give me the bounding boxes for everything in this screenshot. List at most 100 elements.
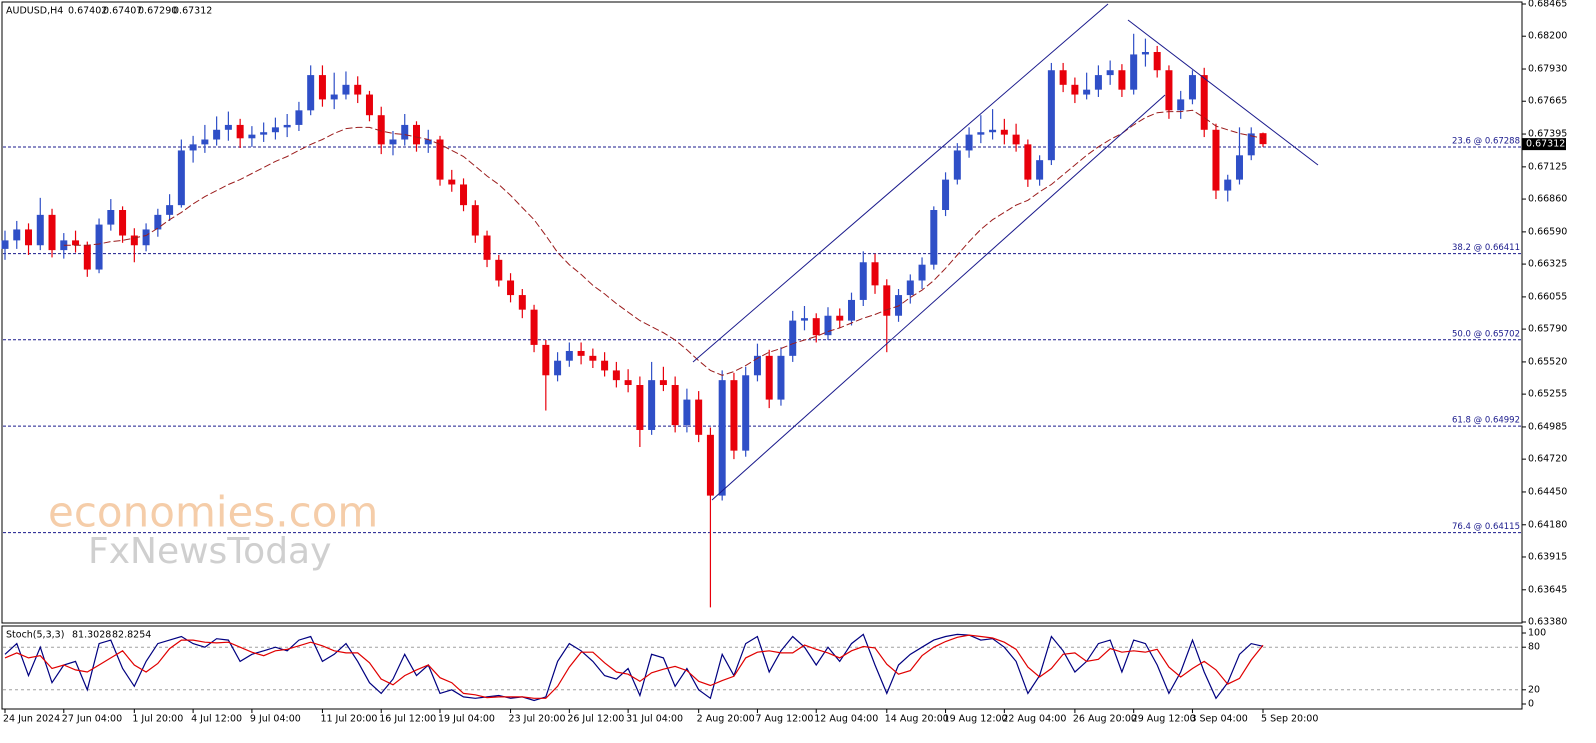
candle-body bbox=[930, 210, 938, 265]
candle-body bbox=[107, 210, 115, 225]
y-tick-label: 0 bbox=[1528, 699, 1534, 710]
candle-body bbox=[989, 129, 997, 133]
candle-body bbox=[260, 132, 268, 135]
x-tick-label: 14 Aug 20:00 bbox=[885, 714, 949, 725]
y-tick-label: 0.66590 bbox=[1528, 226, 1567, 237]
candle-body bbox=[1071, 84, 1079, 95]
stoch-panel bbox=[1, 625, 1523, 710]
y-tick-label: 0.67125 bbox=[1528, 161, 1567, 172]
x-tick-label: 3 Sep 04:00 bbox=[1190, 714, 1247, 725]
candle-body bbox=[271, 127, 279, 133]
candle-body bbox=[765, 355, 773, 400]
candle-body bbox=[330, 94, 338, 100]
stoch-line bbox=[4, 634, 1264, 699]
candle-body bbox=[36, 214, 44, 246]
price-box bbox=[1522, 138, 1566, 151]
candle-body bbox=[295, 110, 303, 125]
channel-lower bbox=[711, 94, 1166, 501]
candle-body bbox=[1235, 155, 1243, 180]
watermark: economies.com FxNewsToday bbox=[48, 488, 378, 573]
candle-body bbox=[365, 94, 373, 116]
candle-body bbox=[60, 240, 68, 251]
y-tick-label: 0.65790 bbox=[1528, 324, 1567, 335]
candle-body bbox=[507, 280, 515, 296]
x-tick-label: 22 Aug 04:00 bbox=[1002, 714, 1066, 725]
x-tick-label: 19 Jul 04:00 bbox=[438, 714, 495, 725]
candle-body bbox=[1059, 70, 1067, 85]
watermark-brand: economies.com bbox=[48, 488, 378, 537]
candle-body bbox=[1094, 75, 1102, 90]
candle-body bbox=[189, 144, 197, 151]
y-tick-label: 0.65520 bbox=[1528, 356, 1567, 367]
candle-body bbox=[824, 315, 832, 336]
x-tick-label: 26 Jul 12:00 bbox=[567, 714, 624, 725]
fib-label: 50.0 @ 0.65702 bbox=[1452, 329, 1520, 339]
candle-body bbox=[836, 315, 844, 321]
candle-body bbox=[942, 179, 950, 210]
x-tick-label: 24 Jun 2024 bbox=[3, 714, 60, 725]
candle-body bbox=[542, 344, 550, 376]
y-tick-label: 0.64180 bbox=[1528, 519, 1567, 530]
candle-body bbox=[401, 124, 409, 140]
x-tick-label: 31 Jul 04:00 bbox=[626, 714, 683, 725]
candle-body bbox=[1, 240, 9, 249]
candle-body bbox=[318, 75, 326, 100]
candle-body bbox=[1212, 129, 1220, 191]
candle-body bbox=[1106, 70, 1114, 76]
candle-body bbox=[236, 124, 244, 139]
candle-body bbox=[342, 84, 350, 95]
candle-body bbox=[130, 235, 138, 246]
x-tick-label: 12 Aug 04:00 bbox=[814, 714, 878, 725]
candle-body bbox=[1083, 89, 1091, 95]
candle-body bbox=[1130, 54, 1138, 90]
candle-body bbox=[1165, 70, 1173, 111]
y-tick-label: 0.63915 bbox=[1528, 551, 1567, 562]
candle-body bbox=[448, 179, 456, 185]
candle-body bbox=[1012, 134, 1020, 145]
candle-body bbox=[659, 380, 667, 386]
candle-body bbox=[1153, 52, 1161, 71]
candle-body bbox=[495, 259, 503, 281]
candle-body bbox=[224, 124, 232, 130]
candles bbox=[1, 33, 1267, 608]
indicator-value: 81.3028 bbox=[72, 630, 111, 641]
candle-body bbox=[424, 139, 432, 145]
candle-body bbox=[1200, 75, 1208, 130]
y-tick-label: 0.64450 bbox=[1528, 486, 1567, 497]
ohlc-label: 0.67402 bbox=[68, 6, 107, 17]
x-tick-label: 5 Sep 20:00 bbox=[1261, 714, 1318, 725]
candle-body bbox=[119, 210, 127, 236]
price-panel bbox=[1, 1, 1523, 624]
x-tick-label: 23 Jul 20:00 bbox=[509, 714, 566, 725]
y-tick-label: 0.64720 bbox=[1528, 454, 1567, 465]
x-tick-label: 16 Jul 12:00 bbox=[379, 714, 436, 725]
candle-body bbox=[95, 224, 103, 270]
y-tick-label: 20 bbox=[1528, 684, 1540, 695]
candle-body bbox=[777, 355, 785, 400]
y-tick-label: 100 bbox=[1528, 628, 1546, 639]
candle-body bbox=[471, 205, 479, 236]
candle-body bbox=[1141, 52, 1149, 55]
candle-body bbox=[683, 399, 691, 426]
candle-body bbox=[965, 134, 973, 151]
candle-body bbox=[83, 245, 91, 270]
candle-body bbox=[859, 262, 867, 300]
candle-body bbox=[671, 385, 679, 426]
y-tick-label: 0.63380 bbox=[1528, 617, 1567, 628]
candle-body bbox=[695, 399, 703, 435]
candle-body bbox=[648, 380, 656, 430]
candle-body bbox=[377, 115, 385, 145]
fib-label: 76.4 @ 0.64115 bbox=[1452, 522, 1520, 532]
stoch-line bbox=[4, 633, 1264, 702]
x-tick-label: 2 Aug 20:00 bbox=[697, 714, 755, 725]
candle-body bbox=[624, 380, 632, 386]
candle-body bbox=[436, 139, 444, 180]
candle-body bbox=[1118, 70, 1126, 90]
candle-body bbox=[283, 124, 291, 128]
candle-body bbox=[977, 132, 985, 135]
candle-body bbox=[753, 355, 761, 376]
trendlines bbox=[692, 3, 1319, 501]
candle-body bbox=[871, 262, 879, 286]
